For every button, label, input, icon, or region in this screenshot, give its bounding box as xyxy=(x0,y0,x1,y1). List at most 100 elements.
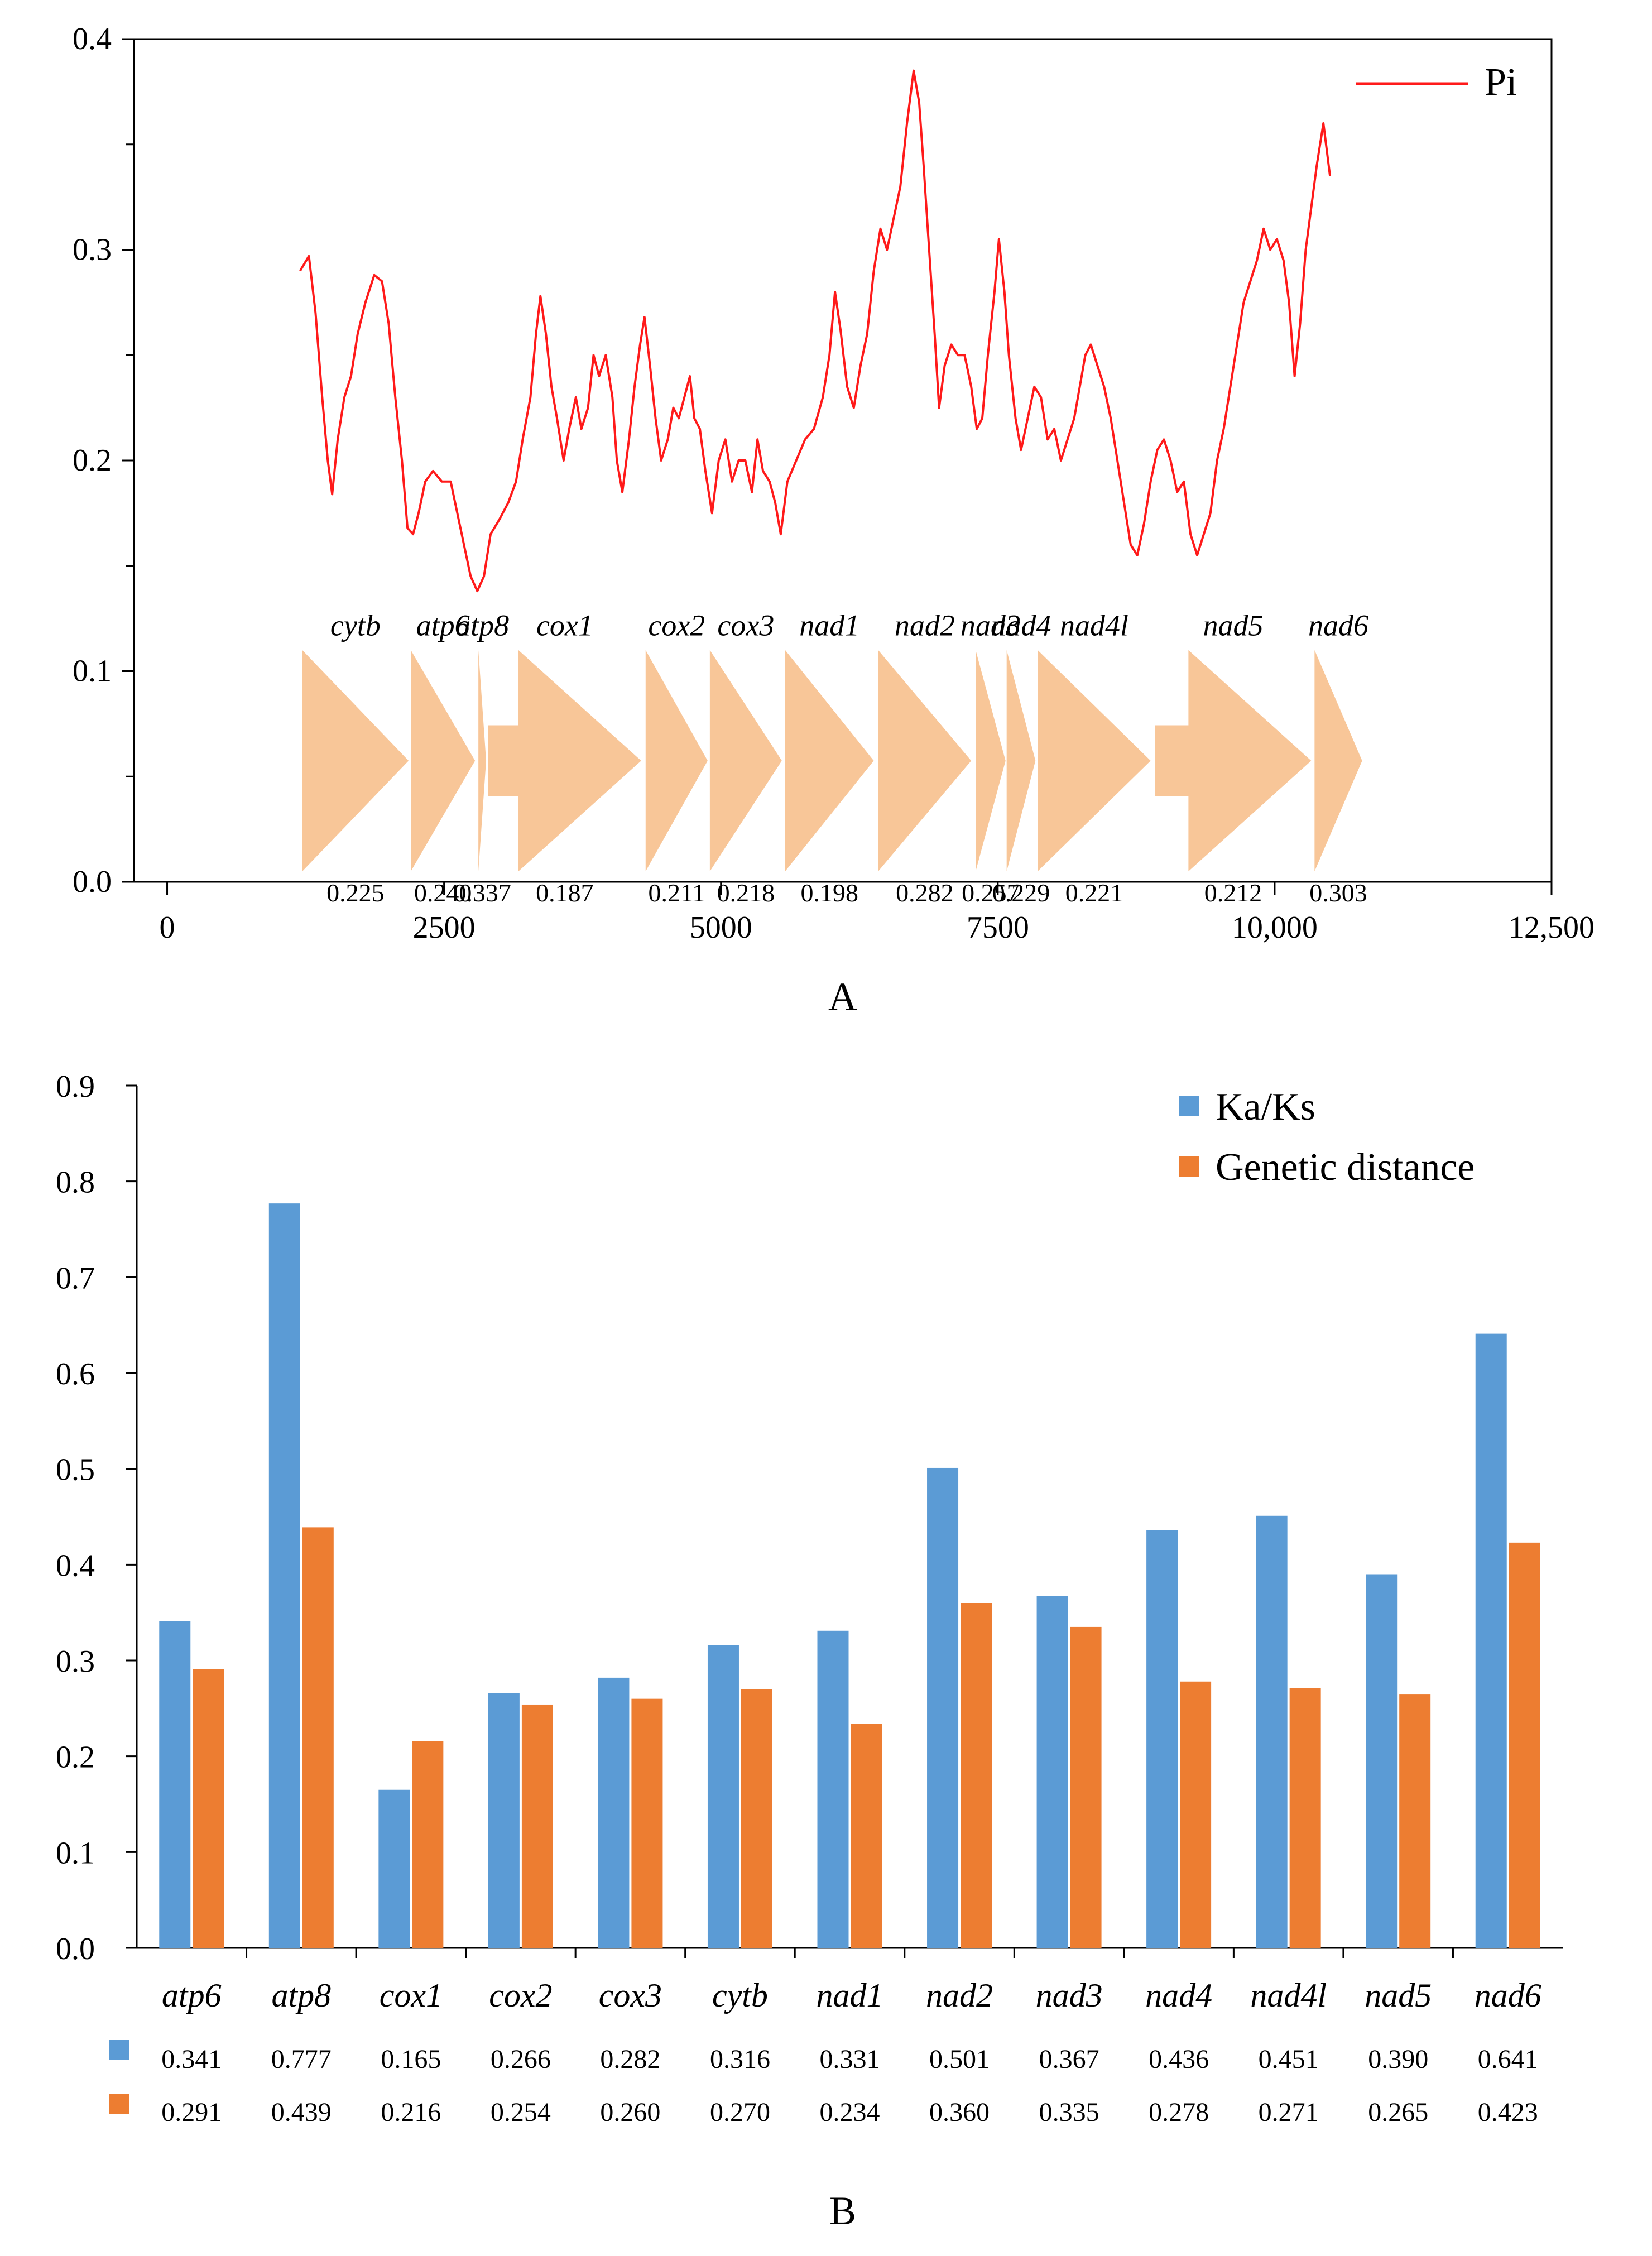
gene-arrow-atp8 xyxy=(478,650,487,872)
bar-distance-nad1 xyxy=(851,1724,882,1948)
gene-pi-value: 0.218 xyxy=(717,879,775,907)
legend-label-pi: Pi xyxy=(1485,61,1517,104)
table-value: 0.335 xyxy=(1039,2097,1099,2127)
y-tick-label: 0.4 xyxy=(73,22,112,56)
category-label: cox1 xyxy=(380,1977,443,2014)
bar-kaks-nad4 xyxy=(1146,1530,1178,1948)
bar-distance-cytb xyxy=(741,1689,772,1948)
bar-distance-nad4 xyxy=(1180,1681,1212,1948)
gene-pi-value: 0.225 xyxy=(326,879,385,907)
y-tick-label: 0.4 xyxy=(56,1548,95,1583)
table-value: 0.423 xyxy=(1478,2097,1538,2127)
legend-swatch-kaks xyxy=(1179,1096,1199,1116)
gene-arrow-nad3 xyxy=(976,650,1006,872)
table-value: 0.641 xyxy=(1478,2044,1538,2074)
panel-b-bar-chart: 0.0 0.1 0.2 0.3 0.4 0.5 0.6 0.7 0.8 0.9 0.341 0.291… xyxy=(56,1069,1563,2233)
table-value: 0.390 xyxy=(1368,2044,1428,2074)
gene-arrow-nad6 xyxy=(1314,650,1362,872)
gene-arrow-nad4l xyxy=(1038,650,1151,872)
y-tick-label: 0.0 xyxy=(56,1932,95,1966)
table-value: 0.165 xyxy=(381,2044,441,2074)
bar-distance-nad6 xyxy=(1509,1542,1540,1948)
gene-label: cox1 xyxy=(536,608,593,642)
table-value: 0.265 xyxy=(1368,2097,1428,2127)
table-value: 0.436 xyxy=(1149,2044,1209,2074)
table-swatch-kaks xyxy=(109,2040,129,2060)
gene-label: cox3 xyxy=(717,608,774,642)
gene-label: cytb xyxy=(330,608,381,642)
bar-distance-cox3 xyxy=(631,1698,663,1948)
gene-arrow-cox3 xyxy=(709,650,782,872)
bar-kaks-nad5 xyxy=(1366,1574,1398,1948)
table-value: 0.341 xyxy=(161,2044,222,2074)
table-swatch-distance xyxy=(109,2094,129,2114)
category-label: nad6 xyxy=(1475,1977,1541,2014)
bar-distance-nad4l xyxy=(1289,1688,1321,1948)
gene-arrow-cox1 xyxy=(488,650,641,872)
gene-arrow-nad1 xyxy=(785,650,874,872)
y-tick-label: 0.1 xyxy=(56,1836,95,1870)
table-value: 0.254 xyxy=(491,2097,551,2127)
legend-label-distance: Genetic distance xyxy=(1216,1146,1475,1189)
y-tick-label: 0.1 xyxy=(73,654,112,689)
legend-label-kaks: Ka/Ks xyxy=(1216,1086,1315,1129)
y-tick-label: 0.3 xyxy=(56,1644,95,1679)
bar-kaks-cox2 xyxy=(488,1693,520,1948)
table-value: 0.367 xyxy=(1039,2044,1099,2074)
gene-pi-value: 0.212 xyxy=(1204,879,1262,907)
gene-label: nad5 xyxy=(1203,608,1263,642)
legend-swatch-distance xyxy=(1179,1156,1199,1177)
table-value: 0.216 xyxy=(381,2097,441,2127)
category-label: cox2 xyxy=(489,1977,552,2014)
bar-kaks-atp6 xyxy=(159,1621,191,1948)
y-tick-label: 0.8 xyxy=(56,1165,95,1200)
y-tick-label: 0.3 xyxy=(73,233,112,267)
bar-distance-nad3 xyxy=(1070,1626,1102,1948)
gene-arrow-atp6 xyxy=(411,650,476,872)
bar-kaks-nad6 xyxy=(1475,1333,1507,1948)
table-value: 0.291 xyxy=(161,2097,222,2127)
bar-distance-cox2 xyxy=(521,1704,553,1948)
table-value: 0.360 xyxy=(929,2097,990,2127)
y-tick-label: 0.0 xyxy=(73,865,112,899)
gene-pi-value: 0.303 xyxy=(1309,879,1367,907)
table-value: 0.278 xyxy=(1149,2097,1209,2127)
gene-arrow-nad2 xyxy=(878,650,972,872)
table-value: 0.501 xyxy=(929,2044,990,2074)
x-tick-label: 2500 xyxy=(413,910,476,945)
bar-kaks-nad1 xyxy=(817,1630,849,1948)
bar-distance-atp6 xyxy=(193,1669,224,1948)
gene-label: nad2 xyxy=(895,608,955,642)
gene-label: nad3 xyxy=(961,608,1021,642)
category-label: cytb xyxy=(712,1977,768,2014)
x-tick-label: 12,500 xyxy=(1509,910,1595,945)
category-label: nad2 xyxy=(926,1977,993,2014)
bar-kaks-cytb xyxy=(707,1645,739,1948)
gene-pi-value: 0.229 xyxy=(992,879,1050,907)
gene-label: nad1 xyxy=(799,608,859,642)
gene-pi-value: 0.337 xyxy=(453,879,511,907)
bar-distance-cox1 xyxy=(412,1741,444,1948)
gene-pi-value: 0.187 xyxy=(536,879,594,907)
gene-pi-value: 0.240 xyxy=(414,879,472,907)
gene-arrow-nad4 xyxy=(1006,650,1036,872)
bar-kaks-cox1 xyxy=(378,1789,410,1948)
bar-kaks-atp8 xyxy=(268,1203,300,1948)
category-label: nad4l xyxy=(1250,1977,1327,2014)
gene-label: atp8 xyxy=(455,608,509,642)
table-value: 0.270 xyxy=(710,2097,770,2127)
category-label: nad5 xyxy=(1365,1977,1432,2014)
gene-pi-value: 0.198 xyxy=(800,879,858,907)
x-tick-label: 5000 xyxy=(690,910,752,945)
gene-arrow-cox2 xyxy=(645,650,708,872)
pi-line xyxy=(299,69,1332,592)
bar-kaks-nad3 xyxy=(1036,1596,1068,1948)
table-value: 0.271 xyxy=(1259,2097,1319,2127)
panel-label-b: B xyxy=(829,2188,856,2233)
category-label: nad3 xyxy=(1036,1977,1103,2014)
gene-label: nad4 xyxy=(991,608,1051,642)
category-label: atp6 xyxy=(162,1977,222,2014)
bar-kaks-nad4l xyxy=(1256,1515,1288,1948)
bar-kaks-cox3 xyxy=(598,1677,630,1948)
